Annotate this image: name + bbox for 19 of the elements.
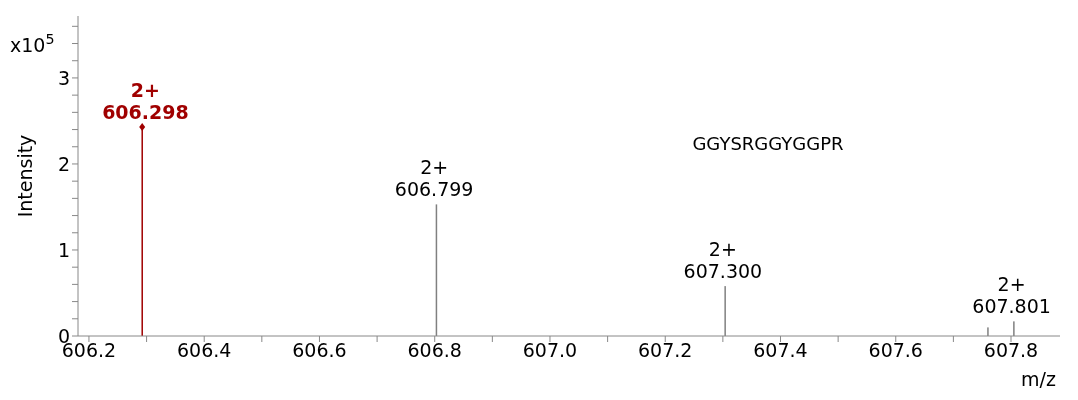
annotation: GGYSRGGYGGPR <box>692 133 844 154</box>
annotation: 2+ 606.799 <box>394 156 474 201</box>
x-tick-label: 607.0 <box>522 339 578 362</box>
x-tick-label: 606.6 <box>292 339 347 362</box>
text: x10$^{5}$ <box>10 31 55 56</box>
annotation: 2+ 606.298 <box>102 78 189 123</box>
y-tick-label: 2 <box>57 152 70 175</box>
x-tick-label: 607.4 <box>753 339 808 362</box>
y-tick-label: 3 <box>57 66 70 89</box>
x-tick-label: 607.8 <box>983 339 1039 362</box>
annotation: 2+ 607.801 <box>972 273 1051 318</box>
x-axis-title: m/z <box>1021 368 1057 390</box>
x-tick-label: 606.8 <box>407 339 462 362</box>
x-tick-label: 606.4 <box>177 339 232 362</box>
x-tick-label: 607.2 <box>638 339 693 362</box>
y-tick-label: 1 <box>57 238 70 261</box>
x-tick-label: 607.6 <box>868 339 923 362</box>
annotation: 2+ 607.300 <box>683 238 763 283</box>
y-axis-title: Intensity <box>14 134 36 218</box>
